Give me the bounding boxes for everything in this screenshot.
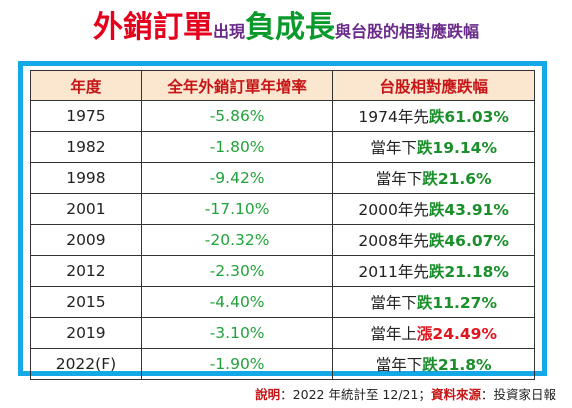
cell-market-change: 當年下跌11.27% — [332, 286, 535, 318]
source-text: ：投資家日報 — [480, 387, 556, 402]
cell-year: 2022(F) — [30, 348, 142, 380]
cell-year: 2012 — [30, 255, 142, 287]
change-direction: 跌 — [416, 294, 433, 312]
cell-order-growth: -17.10% — [140, 193, 334, 225]
change-percent: 61.03% — [444, 108, 509, 126]
table-row: 2009 -20.32% 2008年先跌46.07% — [30, 224, 535, 256]
header-market-change: 台股相對應跌幅 — [332, 70, 535, 101]
cell-year: 2001 — [30, 193, 142, 225]
cell-market-change: 1974年先跌61.03% — [332, 100, 535, 132]
cell-order-growth: -4.40% — [140, 286, 334, 318]
table-row: 2022(F) -1.90% 當年下跌21.8% — [30, 348, 535, 380]
change-percent: 21.18% — [444, 263, 509, 281]
change-prefix: 2000年先 — [358, 201, 429, 219]
table-header-row: 年度 全年外銷訂單年增率 台股相對應跌幅 — [30, 70, 535, 101]
change-percent: 43.91% — [444, 201, 509, 219]
footer-note: 說明：2022 年統計至 12/21；資料來源：投資家日報 — [255, 384, 556, 403]
page-title: 外銷訂單出現負成長與台股的相對應跌幅 — [0, 8, 572, 52]
title-part-4: 與台股的相對應跌幅 — [335, 22, 480, 41]
table-row: 2012 -2.30% 2011年先跌21.18% — [30, 255, 535, 287]
change-direction: 跌 — [422, 356, 438, 374]
change-direction: 跌 — [428, 232, 445, 250]
cell-market-change: 當年下跌19.14% — [332, 131, 535, 163]
title-part-1: 外銷訂單 — [92, 10, 213, 45]
cell-year: 2009 — [30, 224, 142, 256]
table-frame: 年度 全年外銷訂單年增率 台股相對應跌幅 1975 -5.86% 1974年先跌61… — [18, 61, 547, 380]
cell-order-growth: -20.32% — [140, 224, 334, 256]
table-row: 2001 -17.10% 2000年先跌43.91% — [30, 193, 535, 225]
cell-year: 1998 — [30, 162, 142, 194]
change-direction: 跌 — [428, 263, 445, 281]
change-prefix: 當年下 — [375, 170, 423, 188]
change-percent: 46.07% — [444, 232, 509, 250]
change-direction: 跌 — [416, 139, 433, 157]
table-row: 1982 -1.80% 當年下跌19.14% — [30, 131, 535, 163]
cell-order-growth: -9.42% — [140, 162, 334, 194]
header-order-growth: 全年外銷訂單年增率 — [140, 70, 334, 101]
change-prefix: 1974年先 — [358, 108, 429, 126]
change-percent: 24.49% — [432, 325, 497, 343]
cell-market-change: 2008年先跌46.07% — [332, 224, 535, 256]
change-percent: 21.6% — [437, 170, 492, 188]
change-direction: 跌 — [422, 170, 438, 188]
change-prefix: 當年下 — [370, 139, 417, 157]
change-direction: 跌 — [428, 201, 445, 219]
cell-year: 1975 — [30, 100, 142, 132]
table-row: 1998 -9.42% 當年下跌21.6% — [30, 162, 535, 194]
cell-order-growth: -2.30% — [140, 255, 334, 287]
cell-year: 2015 — [30, 286, 142, 318]
table-body: 1975 -5.86% 1974年先跌61.03% 1982 -1.80% 當年下跌19.… — [30, 100, 535, 380]
cell-year: 2019 — [30, 317, 142, 349]
cell-market-change: 當年下跌21.8% — [332, 348, 535, 380]
cell-order-growth: -1.90% — [140, 348, 334, 380]
change-percent: 19.14% — [432, 139, 497, 157]
data-table: 年度 全年外銷訂單年增率 台股相對應跌幅 1975 -5.86% 1974年先跌61… — [30, 70, 535, 380]
change-percent: 21.8% — [437, 356, 492, 374]
change-direction: 跌 — [428, 108, 445, 126]
header-year: 年度 — [30, 70, 142, 101]
table-row: 1975 -5.86% 1974年先跌61.03% — [30, 100, 535, 132]
cell-market-change: 當年下跌21.6% — [332, 162, 535, 194]
cell-order-growth: -5.86% — [140, 100, 334, 132]
change-prefix: 2008年先 — [358, 232, 429, 250]
change-prefix: 當年下 — [375, 356, 423, 374]
cell-year: 1982 — [30, 131, 142, 163]
table-row: 2015 -4.40% 當年下跌11.27% — [30, 286, 535, 318]
cell-order-growth: -3.10% — [140, 317, 334, 349]
change-direction: 漲 — [416, 325, 433, 343]
title-part-3: 負成長 — [245, 10, 335, 45]
source-label: 資料來源 — [430, 387, 481, 402]
change-percent: 11.27% — [432, 294, 497, 312]
cell-order-growth: -1.80% — [140, 131, 334, 163]
note-label: 說明 — [255, 387, 281, 402]
cell-market-change: 2000年先跌43.91% — [332, 193, 535, 225]
title-part-2: 出現 — [212, 22, 245, 41]
change-prefix: 當年上 — [370, 325, 417, 343]
table-row: 2019 -3.10% 當年上漲24.49% — [30, 317, 535, 349]
note-text: ：2022 年統計至 12/21； — [280, 387, 431, 402]
cell-market-change: 2011年先跌21.18% — [332, 255, 535, 287]
cell-market-change: 當年上漲24.49% — [332, 317, 535, 349]
change-prefix: 當年下 — [370, 294, 417, 312]
change-prefix: 2011年先 — [358, 263, 429, 281]
